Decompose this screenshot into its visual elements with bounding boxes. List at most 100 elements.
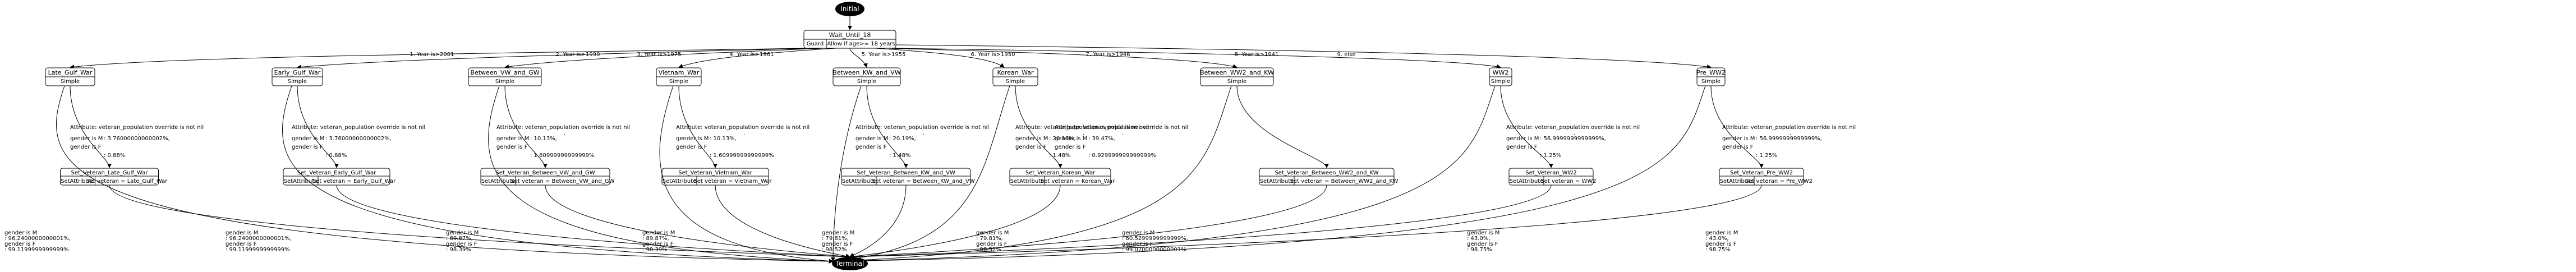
set-action: Set veteran = Between_VW_and_GW <box>511 178 615 185</box>
set-title: Set_Veteran_Vietnam_War <box>678 170 752 176</box>
set-action: Set veteran = Early_Gulf_War <box>312 178 396 185</box>
edge-label-3: 3. Year is>1975 <box>637 52 682 58</box>
exit-label-4: : 98.52% <box>976 247 1001 253</box>
edge-set-to-terminal <box>545 185 850 259</box>
root-guard-label: Guard <box>807 41 824 47</box>
set-title: Set_Veteran_Korean_War <box>1025 170 1096 176</box>
set-action: Set veteran = Late_Gulf_War <box>86 178 168 185</box>
exit-label-3: gender is F <box>642 241 674 247</box>
edge-set-to-terminal <box>849 185 1552 259</box>
set-action: Set veteran = Between_WW2_and_KW <box>1290 178 1399 185</box>
condition-gender-m: gender is M <box>292 136 324 142</box>
condition-pct-f: : 1.48% <box>889 153 910 159</box>
condition-attribute: Attribute: veteran_population override i… <box>1055 125 1188 131</box>
exit-label-4: : 98.39% <box>642 247 668 253</box>
branch-nodes: Late_Gulf_War Simple Attribute: veteran_po… <box>4 67 1856 264</box>
condition-attribute: Attribute: veteran_population override i… <box>1722 125 1856 131</box>
condition-dot: . <box>923 130 924 136</box>
state-title: Vietnam_War <box>659 69 700 76</box>
edge-4 <box>678 48 836 68</box>
condition-gender-f: gender is F <box>1055 144 1086 150</box>
set-action: Set veteran = WW2 <box>1540 178 1596 185</box>
exit-label-4: : 98.52% <box>822 247 847 253</box>
exit-label-2: : 43.0%, <box>1467 236 1491 242</box>
condition-dot: . <box>1083 130 1084 136</box>
set-title: Set_Veteran_Early_Gulf_War <box>297 170 376 176</box>
set-attribute-label: SetAttribute <box>1010 178 1045 185</box>
edge-3 <box>504 48 825 69</box>
edge-to-set <box>1710 85 1764 168</box>
state-type: Simple <box>1701 79 1721 85</box>
set-title: Set_Veteran_Between_VW_and_GW <box>495 170 595 176</box>
condition-dot: . <box>1122 130 1124 136</box>
edge-to-set <box>678 85 717 168</box>
condition-attribute: Attribute: veteran_population override i… <box>1015 125 1149 131</box>
edge-label-8: 8. Year is>1941 <box>1235 52 1279 58</box>
set-action: Set veteran = Korean_War <box>1041 178 1115 185</box>
edge-state-to-terminal <box>832 85 1496 264</box>
set-attribute-label: SetAttribute <box>1720 178 1754 185</box>
state-type: Simple <box>1491 79 1510 85</box>
exit-label-1: gender is M <box>4 230 37 236</box>
state-type: Simple <box>1227 79 1246 85</box>
edge-state-to-terminal <box>282 85 834 264</box>
edge-1 <box>70 48 808 70</box>
exit-label-4: : 99.1199999999999% <box>4 247 69 253</box>
condition-dot: . <box>137 130 139 136</box>
exit-label-2: : 89.87%, <box>446 236 473 242</box>
exit-label-4: : 98.75% <box>1705 247 1731 253</box>
exit-label-2: : 89.87%, <box>642 236 669 242</box>
exit-label-1: gender is M <box>1467 230 1499 236</box>
condition-pct-m: : 56.9999999999999%, <box>1756 136 1822 142</box>
exit-label-3: gender is F <box>1122 241 1153 247</box>
state-title: Korean_War <box>997 69 1034 76</box>
exit-label-4: : 98.75% <box>1467 247 1492 253</box>
exit-label-1: gender is M <box>1705 230 1738 236</box>
exit-label-2: : 96.2400000000001%, <box>226 236 292 242</box>
edge-set-to-terminal <box>849 185 1327 259</box>
branch-3: Between_VW_and_GW Simple Attribute: vetera… <box>446 67 850 264</box>
edge-label-7: 7. Year is>1946 <box>1086 52 1130 58</box>
edge-state-to-terminal <box>56 85 834 264</box>
edge-state-to-terminal <box>832 85 1232 264</box>
terminal-label: Terminal <box>835 260 864 268</box>
state-type: Simple <box>61 79 80 85</box>
condition-pct-m: : 20.19%, <box>889 136 916 142</box>
condition-pct-f: : 1.25% <box>1540 153 1561 159</box>
edge-to-set <box>70 85 112 168</box>
exit-label-4: : 99.1199999999999% <box>226 247 290 253</box>
condition-dot: . <box>1574 130 1575 136</box>
condition-gender-m: gender is M <box>496 136 529 142</box>
condition-pct-f: : 1.60999999999999% <box>530 153 595 159</box>
condition-gender-f: gender is F <box>292 144 323 150</box>
condition-attribute: Attribute: veteran_population override i… <box>855 125 989 131</box>
condition-gender-m: gender is M <box>70 136 103 142</box>
exit-label-2: : 60.5299999999999%, <box>1122 236 1188 242</box>
condition-gender-m: gender is M <box>855 136 888 142</box>
edge-label-2: 2. Year is>1990 <box>556 52 600 58</box>
branch-2: Early_Gulf_War Simple Attribute: veteran_p… <box>226 67 850 264</box>
condition-dot: . <box>359 130 361 136</box>
set-title: Set_Veteran_Between_KW_and_VW <box>857 170 955 176</box>
condition-gender-f: gender is F <box>70 144 102 150</box>
edge-set-to-terminal <box>109 185 850 259</box>
edge-set-to-terminal <box>849 185 907 257</box>
condition-dot: . <box>1790 130 1791 136</box>
condition-pct-m: : 10.13%, <box>710 136 737 142</box>
condition-gender-m: gender is M <box>1015 136 1048 142</box>
edge-7 <box>886 48 1238 68</box>
edge-state-to-terminal <box>488 85 834 264</box>
condition-attribute: Attribute: veteran_population override i… <box>292 125 425 131</box>
edge-to-set <box>1236 85 1329 168</box>
condition-gender-m: gender is M <box>1506 136 1539 142</box>
condition-gender-f: gender is F <box>1722 144 1754 150</box>
condition-gender-f: gender is F <box>1015 144 1047 150</box>
condition-gender-f: gender is F <box>1506 144 1538 150</box>
state-title: Between_KW_and_VW <box>832 69 901 76</box>
condition-pct-m: : 3.76000000000002%, <box>325 136 392 142</box>
exit-label-3: gender is F <box>4 241 36 247</box>
edge-label-6: 6. Year is>1950 <box>971 52 1015 58</box>
condition-attribute: Attribute: veteran_population override i… <box>70 125 204 131</box>
exit-label-4: : 99.0700000000001% <box>1122 247 1186 253</box>
edge-set-to-terminal <box>849 185 1061 259</box>
